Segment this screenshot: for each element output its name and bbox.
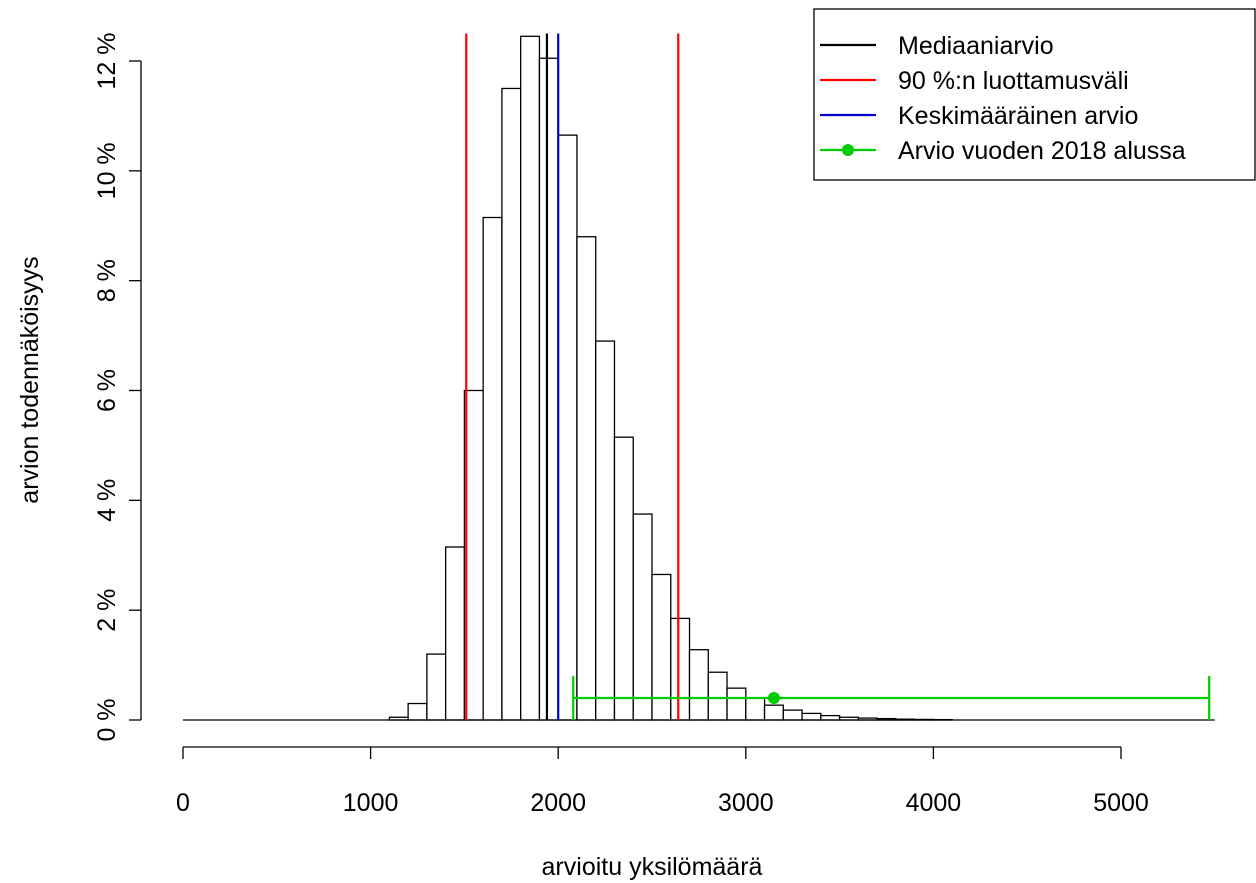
histogram-bar xyxy=(538,57,559,721)
legend-label: Mediaaniarvio xyxy=(898,32,1054,60)
histogram-bar xyxy=(557,134,578,721)
y-tick-label: 2 % xyxy=(93,589,121,632)
histogram-bar xyxy=(745,697,766,721)
histogram-bar xyxy=(613,436,634,721)
y-tick-label: 4 % xyxy=(93,479,121,522)
y-tick-label: 10 % xyxy=(93,142,121,199)
histogram-bar xyxy=(726,687,747,721)
histogram-bar xyxy=(520,35,541,721)
histogram-bar xyxy=(707,671,728,721)
legend-marker xyxy=(842,144,854,156)
estimate-point xyxy=(767,692,780,705)
histogram-bar xyxy=(670,617,691,721)
x-tick-label: 5000 xyxy=(1093,789,1149,817)
x-tick-label: 3000 xyxy=(718,789,774,817)
histogram-bar xyxy=(782,709,803,721)
histogram-bar xyxy=(595,340,616,721)
legend-label: 90 %:n luottamusväli xyxy=(898,67,1129,95)
y-tick-label: 12 % xyxy=(93,33,121,90)
y-tick-label: 6 % xyxy=(93,369,121,412)
histogram-bars xyxy=(388,35,953,721)
histogram-bar xyxy=(576,236,597,721)
histogram-bar xyxy=(632,513,653,721)
legend: Mediaaniarvio 90 %:n luottamusväli Keskimä… xyxy=(813,8,1256,181)
x-tick-label: 4000 xyxy=(906,789,962,817)
x-tick-label: 0 xyxy=(176,789,190,817)
x-axis-label: arvioitu yksilömäärä xyxy=(542,853,763,881)
y-axis: 0 % 2 % 4 % 6 % 8 % 10 % 12 % xyxy=(93,33,142,742)
x-axis: 0 1000 2000 3000 4000 5000 xyxy=(176,746,1149,817)
legend-box xyxy=(813,8,1256,181)
reference-lines xyxy=(465,33,680,720)
y-tick-label: 0 % xyxy=(93,698,121,741)
histogram-bar xyxy=(801,712,822,721)
histogram-bar xyxy=(407,702,428,721)
y-axis-label: arvion todennäköisyys xyxy=(16,256,44,503)
histogram-bar xyxy=(688,649,709,721)
histogram-bar xyxy=(820,714,841,721)
histogram-bar xyxy=(501,87,522,721)
legend-label: Keskimääräinen arvio xyxy=(898,102,1138,130)
histogram-bar xyxy=(763,704,784,721)
histogram-bar xyxy=(444,546,466,721)
histogram-bar xyxy=(426,653,447,721)
estimate-2018-errorbar xyxy=(572,676,1211,720)
x-tick-label: 1000 xyxy=(343,789,399,817)
histogram-bar xyxy=(482,216,503,721)
y-tick-label: 8 % xyxy=(93,259,121,302)
legend-label: Arvio vuoden 2018 alussa xyxy=(898,137,1186,165)
x-tick-label: 2000 xyxy=(530,789,586,817)
